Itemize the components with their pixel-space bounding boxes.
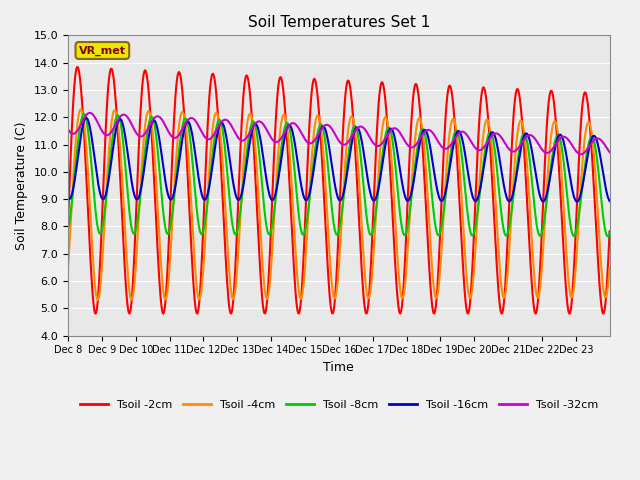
X-axis label: Time: Time <box>323 361 354 374</box>
Title: Soil Temperatures Set 1: Soil Temperatures Set 1 <box>248 15 430 30</box>
Y-axis label: Soil Temperature (C): Soil Temperature (C) <box>15 121 28 250</box>
Legend: Tsoil -2cm, Tsoil -4cm, Tsoil -8cm, Tsoil -16cm, Tsoil -32cm: Tsoil -2cm, Tsoil -4cm, Tsoil -8cm, Tsoi… <box>76 395 602 414</box>
Text: VR_met: VR_met <box>79 45 126 56</box>
